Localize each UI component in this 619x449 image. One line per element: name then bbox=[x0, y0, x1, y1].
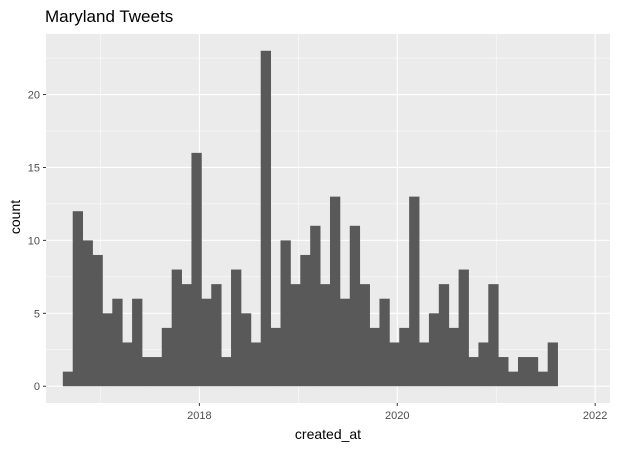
y-tick-label: 10 bbox=[28, 235, 40, 247]
histogram-bar bbox=[132, 298, 143, 387]
histogram-bar bbox=[468, 357, 479, 387]
histogram-bar bbox=[72, 211, 84, 387]
x-tick-label: 2022 bbox=[583, 410, 607, 422]
histogram-bar bbox=[280, 240, 291, 387]
y-tick-label: 0 bbox=[34, 381, 40, 393]
histogram-bar bbox=[102, 313, 113, 387]
y-tick-label: 5 bbox=[34, 308, 40, 320]
histogram-bar bbox=[498, 357, 509, 387]
histogram-bar bbox=[547, 342, 558, 387]
histogram-bar bbox=[112, 298, 123, 387]
histogram-bar bbox=[62, 371, 74, 387]
histogram-bar bbox=[399, 327, 410, 387]
histogram-bar bbox=[438, 284, 450, 387]
histogram-bar bbox=[458, 269, 469, 387]
x-axis-title: created_at bbox=[295, 426, 361, 442]
histogram-bar bbox=[310, 225, 321, 387]
x-tick-label: 2018 bbox=[187, 410, 211, 422]
histogram-bar bbox=[122, 342, 133, 387]
histogram-bar bbox=[448, 327, 460, 387]
histogram-bar bbox=[379, 298, 390, 387]
histogram-bar bbox=[508, 371, 519, 387]
histogram-bar bbox=[419, 342, 430, 387]
histogram-bar bbox=[349, 225, 361, 387]
histogram-bar bbox=[191, 152, 202, 387]
chart-title: Maryland Tweets bbox=[45, 7, 173, 26]
histogram-bar bbox=[270, 327, 281, 387]
y-tick-label: 20 bbox=[28, 90, 40, 102]
histogram-bar bbox=[517, 357, 529, 387]
histogram-bar bbox=[250, 342, 262, 387]
histogram-bar bbox=[320, 284, 331, 387]
histogram-bar bbox=[389, 342, 400, 387]
histogram-bar bbox=[82, 240, 93, 387]
y-tick-label: 15 bbox=[28, 162, 40, 174]
histogram-bar bbox=[240, 313, 252, 387]
histogram-bar bbox=[329, 196, 341, 387]
histogram-bar bbox=[141, 357, 153, 387]
histogram-bar bbox=[231, 269, 242, 387]
x-axis-ticks: 2018 2020 2022 bbox=[187, 403, 607, 422]
histogram-bar bbox=[300, 254, 311, 387]
histogram-bar bbox=[181, 284, 192, 387]
histogram-bar bbox=[221, 357, 232, 387]
histogram-bar bbox=[537, 371, 549, 387]
histogram-bar bbox=[260, 50, 272, 387]
histogram-bar bbox=[171, 269, 182, 387]
histogram-bar bbox=[428, 313, 440, 387]
histogram-bar bbox=[339, 298, 351, 387]
histogram-bar bbox=[211, 284, 222, 387]
histogram-bar bbox=[92, 254, 103, 387]
y-axis-title: count bbox=[7, 200, 23, 234]
y-axis-ticks: 0 5 10 15 20 bbox=[28, 90, 46, 393]
histogram-bar bbox=[359, 284, 370, 387]
histogram-bar bbox=[201, 298, 212, 387]
x-tick-label: 2020 bbox=[385, 410, 409, 422]
histogram-bar bbox=[478, 342, 489, 387]
histogram-bar bbox=[290, 284, 301, 387]
histogram-bar bbox=[409, 196, 420, 387]
histogram-bar bbox=[151, 357, 163, 387]
histogram-bar bbox=[488, 284, 499, 387]
histogram-bar bbox=[161, 327, 173, 387]
histogram-bar bbox=[527, 357, 539, 387]
histogram-bar bbox=[369, 327, 380, 387]
histogram-bars bbox=[62, 50, 558, 387]
